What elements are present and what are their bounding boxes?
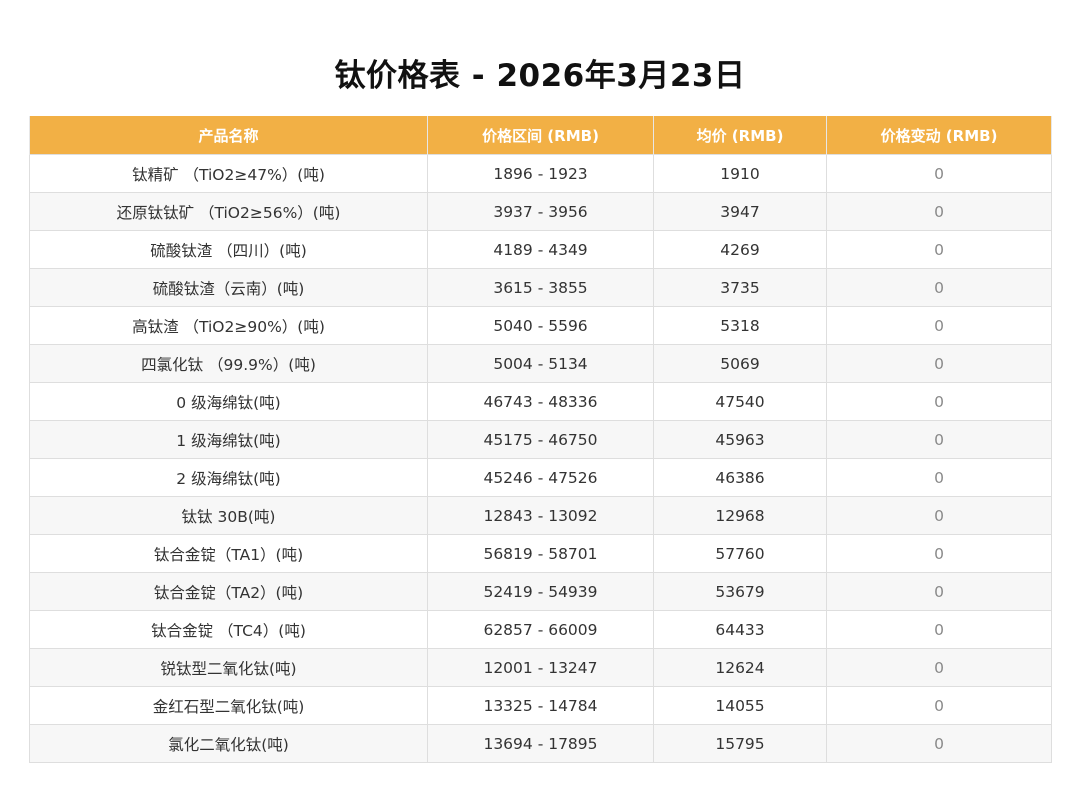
product-name-cell: 钛合金锭（TA2）(吨) [29, 572, 428, 611]
product-name-cell: 锐钛型二氧化钛(吨) [29, 648, 428, 687]
product-name-cell: 氯化二氧化钛(吨) [29, 724, 428, 763]
average-price-cell: 12624 [653, 648, 827, 687]
price-change-cell: 0 [826, 610, 1052, 649]
average-price-cell: 4269 [653, 230, 827, 269]
product-name-cell: 0 级海绵钛(吨) [29, 382, 428, 421]
average-price-cell: 15795 [653, 724, 827, 763]
price-change-cell: 0 [826, 534, 1052, 573]
average-price-cell: 53679 [653, 572, 827, 611]
price-range-cell: 45175 - 46750 [427, 420, 654, 459]
product-name-cell: 钛合金锭（TA1）(吨) [29, 534, 428, 573]
average-price-cell: 64433 [653, 610, 827, 649]
price-range-cell: 3937 - 3956 [427, 192, 654, 231]
price-change-cell: 0 [826, 572, 1052, 611]
product-name-cell: 钛合金锭 （TC4）(吨) [29, 610, 428, 649]
average-price-cell: 3947 [653, 192, 827, 231]
table-row: 高钛渣 （TiO2≥90%）(吨) 5040 - 5596 5318 0 [29, 306, 1052, 345]
price-range-cell: 13694 - 17895 [427, 724, 654, 763]
price-range-cell: 12843 - 13092 [427, 496, 654, 535]
product-name-cell: 金红石型二氧化钛(吨) [29, 686, 428, 725]
product-name-cell: 钛钛 30B(吨) [29, 496, 428, 535]
product-name-cell: 四氯化钛 （99.9%）(吨) [29, 344, 428, 383]
table-row: 2 级海绵钛(吨) 45246 - 47526 46386 0 [29, 458, 1052, 497]
price-range-cell: 62857 - 66009 [427, 610, 654, 649]
table-row: 0 级海绵钛(吨) 46743 - 48336 47540 0 [29, 382, 1052, 421]
price-range-cell: 1896 - 1923 [427, 154, 654, 193]
price-change-cell: 0 [826, 686, 1052, 725]
price-range-cell: 5040 - 5596 [427, 306, 654, 345]
price-range-cell: 52419 - 54939 [427, 572, 654, 611]
table-row: 1 级海绵钛(吨) 45175 - 46750 45963 0 [29, 420, 1052, 459]
average-price-cell: 3735 [653, 268, 827, 307]
average-price-cell: 12968 [653, 496, 827, 535]
table-row: 钛合金锭（TA1）(吨) 56819 - 58701 57760 0 [29, 534, 1052, 573]
price-change-cell: 0 [826, 230, 1052, 269]
average-price-cell: 1910 [653, 154, 827, 193]
table-row: 氯化二氧化钛(吨) 13694 - 17895 15795 0 [29, 724, 1052, 763]
price-change-cell: 0 [826, 724, 1052, 763]
price-range-cell: 56819 - 58701 [427, 534, 654, 573]
price-table: 产品名称 价格区间 (RMB) 均价 (RMB) 价格变动 (RMB) 钛精矿 … [29, 116, 1052, 763]
average-price-cell: 14055 [653, 686, 827, 725]
table-row: 四氯化钛 （99.9%）(吨) 5004 - 5134 5069 0 [29, 344, 1052, 383]
average-price-cell: 5318 [653, 306, 827, 345]
table-row: 钛合金锭 （TC4）(吨) 62857 - 66009 64433 0 [29, 610, 1052, 649]
table-row: 钛精矿 （TiO2≥47%）(吨) 1896 - 1923 1910 0 [29, 154, 1052, 193]
product-name-cell: 硫酸钛渣 （四川）(吨) [29, 230, 428, 269]
price-change-cell: 0 [826, 648, 1052, 687]
table-row: 硫酸钛渣（云南）(吨) 3615 - 3855 3735 0 [29, 268, 1052, 307]
column-header-product-name: 产品名称 [29, 116, 428, 155]
price-change-cell: 0 [826, 496, 1052, 535]
table-row: 还原钛钛矿 （TiO2≥56%）(吨) 3937 - 3956 3947 0 [29, 192, 1052, 231]
table-row: 金红石型二氧化钛(吨) 13325 - 14784 14055 0 [29, 686, 1052, 725]
product-name-cell: 1 级海绵钛(吨) [29, 420, 428, 459]
table-row: 钛合金锭（TA2）(吨) 52419 - 54939 53679 0 [29, 572, 1052, 611]
product-name-cell: 高钛渣 （TiO2≥90%）(吨) [29, 306, 428, 345]
price-change-cell: 0 [826, 382, 1052, 421]
average-price-cell: 47540 [653, 382, 827, 421]
product-name-cell: 钛精矿 （TiO2≥47%）(吨) [29, 154, 428, 193]
price-change-cell: 0 [826, 458, 1052, 497]
product-name-cell: 硫酸钛渣（云南）(吨) [29, 268, 428, 307]
product-name-cell: 还原钛钛矿 （TiO2≥56%）(吨) [29, 192, 428, 231]
page-title: 钛价格表 - 2026年3月23日 [334, 58, 746, 94]
column-header-price-range: 价格区间 (RMB) [427, 116, 654, 155]
table-body: 钛精矿 （TiO2≥47%）(吨) 1896 - 1923 1910 0 还原钛钛矿 （… [29, 154, 1052, 763]
average-price-cell: 46386 [653, 458, 827, 497]
table-row: 硫酸钛渣 （四川）(吨) 4189 - 4349 4269 0 [29, 230, 1052, 269]
column-header-price-change: 价格变动 (RMB) [826, 116, 1052, 155]
average-price-cell: 45963 [653, 420, 827, 459]
price-change-cell: 0 [826, 306, 1052, 345]
price-change-cell: 0 [826, 154, 1052, 193]
product-name-cell: 2 级海绵钛(吨) [29, 458, 428, 497]
average-price-cell: 5069 [653, 344, 827, 383]
price-change-cell: 0 [826, 268, 1052, 307]
price-range-cell: 45246 - 47526 [427, 458, 654, 497]
price-range-cell: 5004 - 5134 [427, 344, 654, 383]
price-change-cell: 0 [826, 420, 1052, 459]
price-change-cell: 0 [826, 344, 1052, 383]
price-range-cell: 13325 - 14784 [427, 686, 654, 725]
price-range-cell: 3615 - 3855 [427, 268, 654, 307]
price-range-cell: 12001 - 13247 [427, 648, 654, 687]
price-change-cell: 0 [826, 192, 1052, 231]
table-row: 钛钛 30B(吨) 12843 - 13092 12968 0 [29, 496, 1052, 535]
table-header: 产品名称 价格区间 (RMB) 均价 (RMB) 价格变动 (RMB) [29, 116, 1052, 155]
header-row: 产品名称 价格区间 (RMB) 均价 (RMB) 价格变动 (RMB) [29, 116, 1052, 155]
table-row: 锐钛型二氧化钛(吨) 12001 - 13247 12624 0 [29, 648, 1052, 687]
price-range-cell: 46743 - 48336 [427, 382, 654, 421]
average-price-cell: 57760 [653, 534, 827, 573]
column-header-average-price: 均价 (RMB) [653, 116, 827, 155]
price-range-cell: 4189 - 4349 [427, 230, 654, 269]
